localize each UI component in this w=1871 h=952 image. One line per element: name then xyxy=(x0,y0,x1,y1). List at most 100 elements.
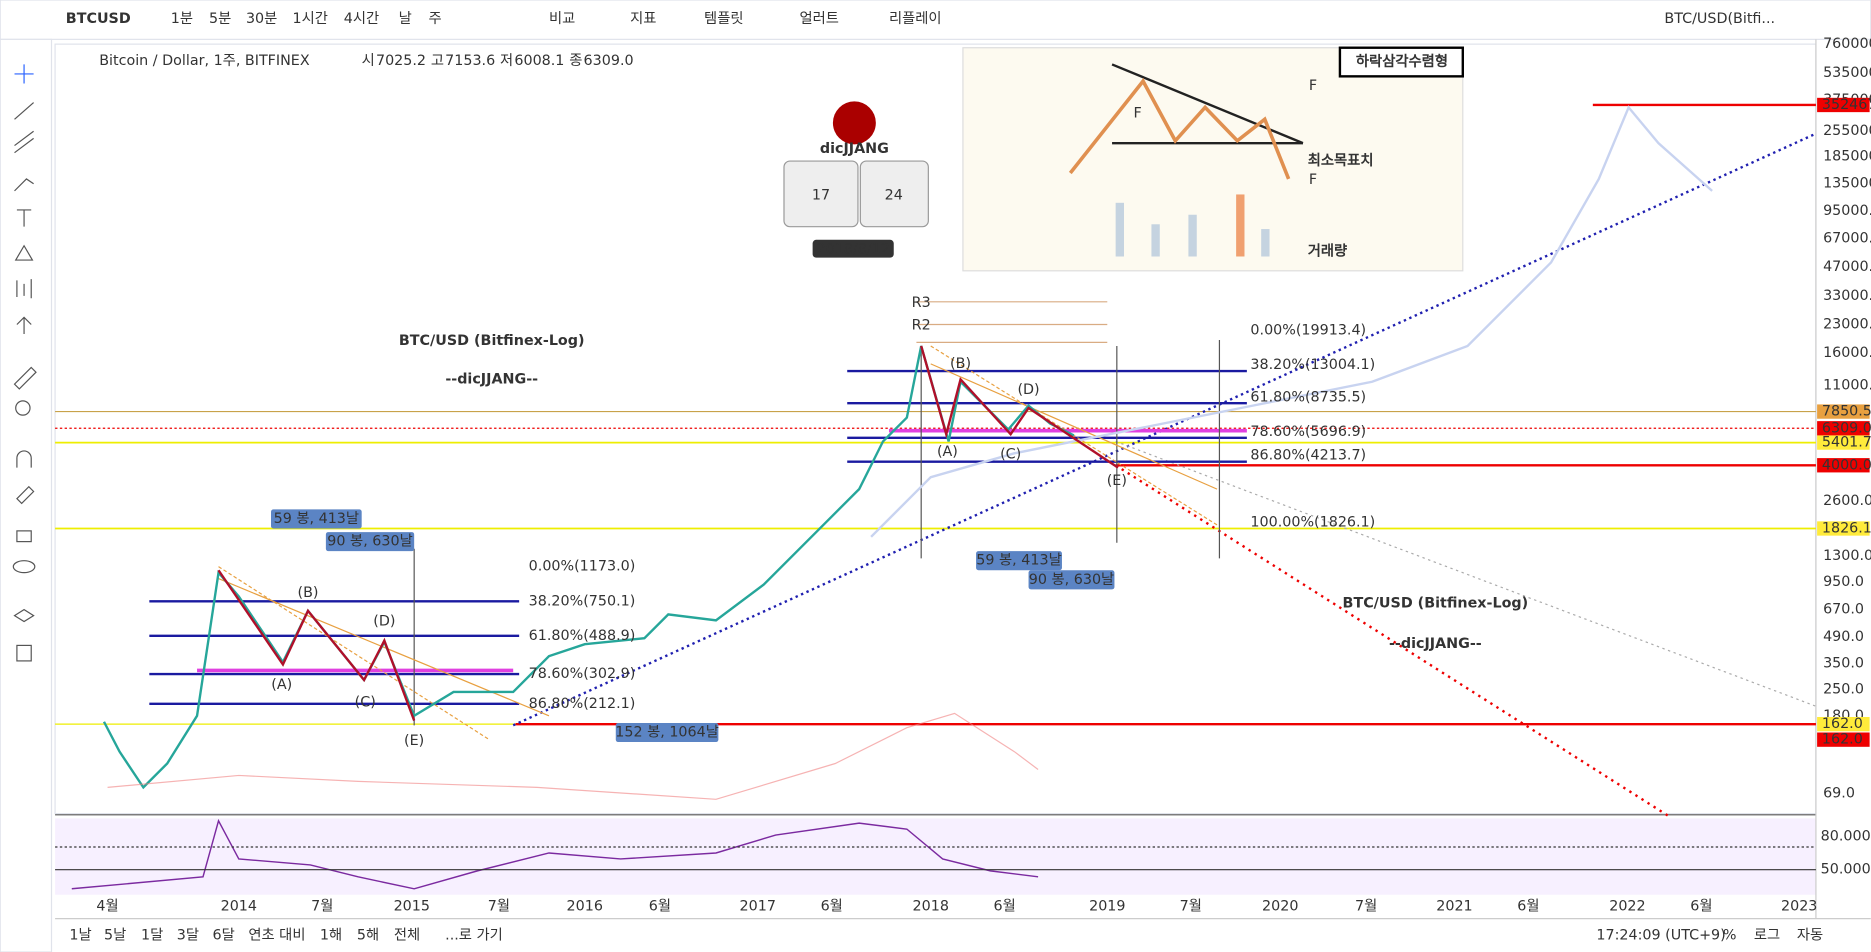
levels xyxy=(55,103,1817,819)
price-tick-label: 670.0 xyxy=(1823,602,1864,618)
volume-ma xyxy=(107,712,1039,800)
price-tick-label: 185000.0 xyxy=(1823,148,1871,164)
toolbar-button[interactable]: 얼러트 xyxy=(800,10,839,27)
price-tick-label: 250.0 xyxy=(1823,682,1864,698)
fib-label: 100.00%(1826.1) xyxy=(1250,515,1375,531)
price-tick-label: 350.0 xyxy=(1823,655,1864,671)
fib-label: 86.80%(212.1) xyxy=(529,696,636,712)
range-button[interactable]: 1날 xyxy=(69,926,91,943)
logo-text: dicJJANG xyxy=(820,141,889,157)
wave-label: (B) xyxy=(950,356,971,372)
range-button[interactable]: 5해 xyxy=(357,926,379,943)
time-tick-label: 4월 xyxy=(96,898,118,915)
inset-title: 하락삼각수렴형 xyxy=(1356,52,1448,70)
symbol-search[interactable]: BTC/USD(Bitfi... xyxy=(1664,11,1775,27)
time-tick-label: 6월 xyxy=(649,898,671,915)
range-box-label: 152 봉, 1064날 xyxy=(615,723,719,740)
fib-label: 38.20%(13004.1) xyxy=(1250,357,1375,373)
clock-time: 17:24:09 (UTC+9) xyxy=(1596,927,1725,943)
auto-button[interactable]: 자동 xyxy=(1797,926,1823,943)
time-tick-label: 2020 xyxy=(1262,899,1298,915)
range-button[interactable]: 6달 xyxy=(213,926,235,943)
interval-button[interactable]: 1시간 xyxy=(292,10,327,27)
log-button[interactable]: 로그 xyxy=(1754,927,1780,943)
left-toolbar xyxy=(0,38,53,952)
time-tick-label: 7월 xyxy=(1355,898,1377,915)
clock-date-box xyxy=(812,239,894,258)
ohlc-label: 종 xyxy=(569,53,582,69)
pivot-label: R2 xyxy=(912,318,931,334)
interval-button[interactable]: 5분 xyxy=(209,11,231,27)
ohlc-value: 6008.1 xyxy=(514,53,564,69)
time-tick-label: 2014 xyxy=(221,899,257,915)
percent-button[interactable]: % xyxy=(1723,927,1737,943)
range-box xyxy=(271,509,362,529)
interval-button[interactable]: 30분 xyxy=(246,11,277,27)
range-box xyxy=(325,532,415,552)
range-button[interactable]: 연초 대비 xyxy=(248,926,305,943)
time-tick-label: 2017 xyxy=(740,899,776,915)
projection-line xyxy=(870,105,1713,538)
inset-label: F xyxy=(1309,172,1317,188)
price-tag-label: 4000.0 xyxy=(1822,457,1871,473)
range-button[interactable]: 3달 xyxy=(177,926,199,943)
toolbar-button[interactable]: 템플릿 xyxy=(704,10,743,27)
price-tag xyxy=(1817,521,1870,536)
price-tick-label: 535000.0 xyxy=(1823,65,1871,81)
price-tick-label: 1300.0 xyxy=(1823,548,1871,564)
wave-label: (D) xyxy=(373,614,395,630)
fib-label: 0.00%(1173.0) xyxy=(529,559,636,575)
price-tag xyxy=(1817,421,1870,436)
fib-label: 78.60%(302.9) xyxy=(529,666,636,682)
ohlc-label: 저 xyxy=(500,52,513,69)
range-box xyxy=(976,551,1062,571)
toolbar-button[interactable]: 비교 xyxy=(549,10,575,27)
clock-card xyxy=(859,160,929,228)
watermark: --dicJJANG-- xyxy=(445,371,538,387)
interval-button[interactable]: 날 xyxy=(399,10,412,27)
clock-hour: 17 xyxy=(812,188,830,204)
range-button[interactable]: 전체 xyxy=(394,926,420,943)
interval-button[interactable]: 주 xyxy=(428,11,441,27)
time-tick-label: 2015 xyxy=(394,899,430,915)
symbol[interactable]: BTCUSD xyxy=(66,11,131,27)
interval-button[interactable]: 1분 xyxy=(171,11,193,27)
rsi-line xyxy=(71,818,1039,890)
rsi-tick-label: 80.0000 xyxy=(1821,828,1871,844)
time-tick-label: 7월 xyxy=(311,898,333,915)
inset-title-box xyxy=(1338,46,1464,78)
fib-label: 86.80%(4213.7) xyxy=(1250,448,1366,464)
price-tick-label: 760000.0 xyxy=(1823,36,1871,52)
range-button[interactable]: 1달 xyxy=(141,926,163,943)
rsi-pane xyxy=(55,818,1816,895)
wave-left xyxy=(217,569,416,721)
inset-image xyxy=(962,47,1464,272)
tool-icons[interactable] xyxy=(12,64,37,662)
range-button[interactable]: 1해 xyxy=(320,926,342,943)
toolbar-button[interactable]: 리플레이 xyxy=(889,10,942,27)
time-tick-label: 7월 xyxy=(488,898,510,915)
range-button[interactable]: 5날 xyxy=(104,926,126,943)
price-tag xyxy=(1817,97,1870,113)
range-box-label: 90 봉, 630날 xyxy=(327,533,412,550)
fib-label: 61.80%(488.9) xyxy=(529,628,636,644)
clock-card xyxy=(783,160,859,228)
range-box-label: 90 봉, 630날 xyxy=(1029,571,1114,588)
ohlc-label: 고 xyxy=(431,53,444,69)
price-tag-label: 6309.0 xyxy=(1822,420,1871,436)
price-tick-label: 47000.0 xyxy=(1823,259,1871,275)
price-tick-label: 67000.0 xyxy=(1823,231,1871,247)
ohlc-value: 7153.6 xyxy=(445,53,495,69)
inset-label: 최소목표치 xyxy=(1308,152,1374,169)
price-tag-label: 7850.5 xyxy=(1822,404,1871,420)
time-tick-label: 2016 xyxy=(567,899,603,915)
interval-button[interactable]: 4시간 xyxy=(344,10,379,27)
price-tag xyxy=(1817,732,1870,747)
goto-button[interactable]: ...로 가기 xyxy=(445,926,503,943)
price-tick-label: 95000.0 xyxy=(1823,203,1871,219)
price-tag-label: 1826.1 xyxy=(1822,520,1871,536)
toolbar-button[interactable]: 지표 xyxy=(630,10,656,27)
logo xyxy=(832,101,876,145)
range-box-label: 59 봉, 413날 xyxy=(976,552,1061,569)
